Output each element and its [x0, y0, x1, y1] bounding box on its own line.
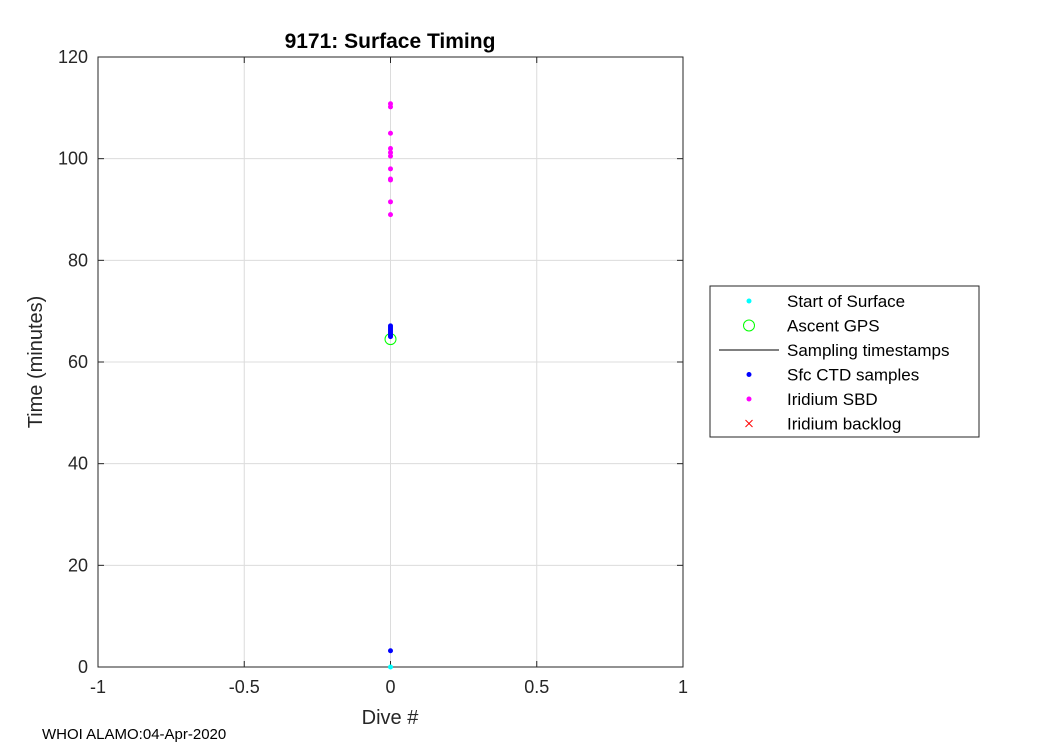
- legend-symbol-start-of-surface: [746, 298, 752, 304]
- y-tick-label: 80: [68, 250, 88, 270]
- footer-label: WHOI ALAMO:04-Apr-2020: [42, 726, 227, 743]
- legend-label-iridium-sbd: Iridium SBD: [787, 390, 878, 409]
- y-axis-label: Time (minutes): [25, 296, 47, 429]
- y-tick-label: 0: [78, 657, 88, 677]
- legend-label-ascent-gps: Ascent GPS: [787, 317, 880, 336]
- chart-title: 9171: Surface Timing: [285, 30, 496, 53]
- legend-symbol-iridium-backlog: [745, 419, 753, 428]
- x-tick-label: 0.5: [524, 677, 549, 697]
- legend-label-sfc-ctd-samples: Sfc CTD samples: [787, 366, 919, 385]
- sfc-ctd-samples-point: [388, 323, 393, 329]
- iridium-sbd-point: [388, 153, 393, 159]
- iridium-sbd-point: [388, 212, 393, 218]
- legend: Start of Surface Ascent GPS Sampling times…: [709, 285, 980, 438]
- y-tick-label: 100: [58, 149, 88, 169]
- start-of-surface-point: [388, 664, 393, 670]
- y-tick-label: 60: [68, 352, 88, 372]
- iridium-sbd-point: [388, 199, 393, 205]
- iridium-sbd-point: [388, 176, 393, 182]
- iridium-sbd-point: [388, 150, 393, 156]
- legend-symbol-iridium-sbd: [746, 396, 752, 402]
- legend-label-iridium-backlog: Iridium backlog: [787, 415, 901, 434]
- grid-lines: [97, 56, 684, 668]
- y-tick-label: 20: [68, 555, 88, 575]
- legend-label-start-of-surface: Start of Surface: [787, 292, 905, 311]
- y-tick-label: 120: [58, 47, 88, 67]
- legend-box: [709, 285, 980, 438]
- iridium-sbd-point: [388, 130, 393, 136]
- iridium-sbd-point: [388, 166, 393, 172]
- axis-ticks: -1 -0.5 0 0.5 1 0 20 40 60 80 100 120: [58, 47, 688, 697]
- iridium-sbd-point: [388, 101, 393, 107]
- x-tick-label: -0.5: [229, 677, 260, 697]
- x-tick-label: 1: [678, 677, 688, 697]
- data-markers: [384, 101, 397, 670]
- iridium-sbd-point: [388, 146, 393, 151]
- sfc-ctd-samples-point: [388, 648, 393, 654]
- legend-symbol-ascent-gps: [743, 319, 755, 332]
- legend-symbol-sfc-ctd-samples: [746, 372, 752, 377]
- y-tick-label: 40: [68, 454, 88, 474]
- x-axis-label: Dive #: [362, 707, 420, 729]
- x-tick-label: 0: [385, 677, 395, 697]
- legend-label-sampling-timestamps: Sampling timestamps: [787, 341, 950, 360]
- x-tick-label: -1: [90, 677, 106, 697]
